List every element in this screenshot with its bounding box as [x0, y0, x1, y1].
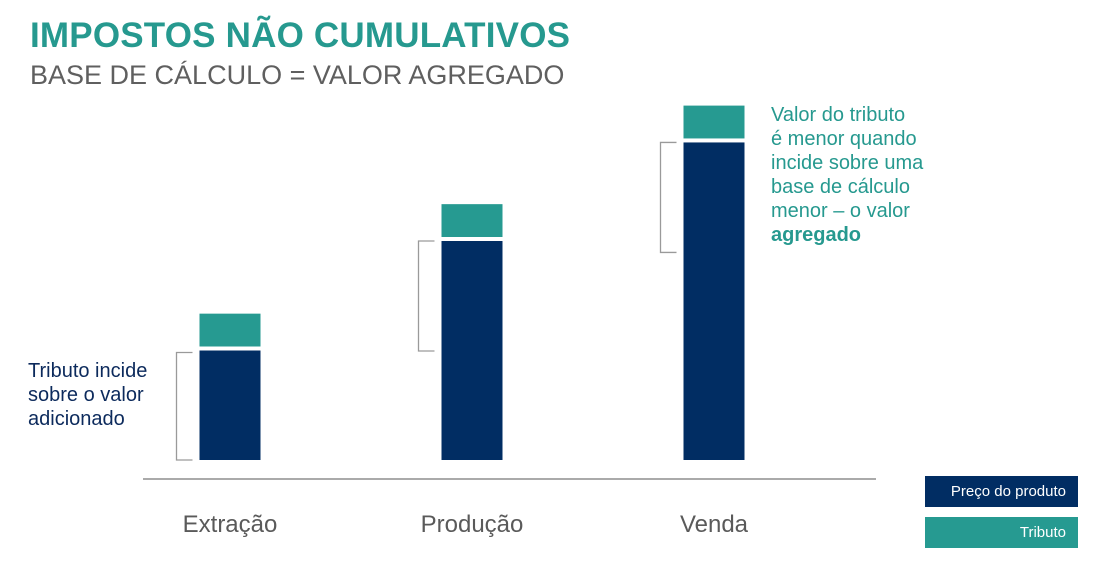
- annotation-added-value: Tributo incide sobre o valor adicionado: [28, 359, 178, 431]
- legend-label-tax: Tributo: [1019, 524, 1066, 541]
- annotation-right-line-5: menor – o valor: [771, 200, 910, 222]
- annotation-tax-value: Valor do tributo é menor quando incide s…: [771, 103, 971, 247]
- bar-price-1: [199, 350, 261, 460]
- x-tick-label-1: Extração: [183, 511, 278, 538]
- legend-label-price: Preço do produto: [950, 483, 1066, 500]
- annotation-right-bold: agregado: [771, 224, 862, 246]
- bracket-3: [659, 141, 677, 254]
- page-title: IMPOSTOS NÃO CUMULATIVOS: [30, 16, 571, 55]
- annotation-left-line-3: adicionado: [28, 408, 125, 430]
- bar-tax-2: [441, 204, 503, 237]
- annotation-right-line-4: base de cálculo: [771, 176, 910, 198]
- annotation-right-line-1: Valor do tributo: [771, 104, 906, 126]
- page-subtitle: BASE DE CÁLCULO = VALOR AGREGADO: [30, 60, 565, 90]
- bar-price-2: [441, 241, 503, 460]
- annotation-right-line-2: é menor quando: [771, 128, 917, 150]
- bar-tax-3: [683, 105, 745, 139]
- bracket-2: [417, 240, 435, 352]
- bracket-1: [175, 351, 193, 461]
- annotation-left-line-2: sobre o valor: [28, 384, 144, 406]
- legend-item-tax: Tributo: [925, 517, 1078, 548]
- x-tick-label-2: Produção: [421, 511, 524, 538]
- legend-item-price: Preço do produto: [925, 476, 1078, 507]
- x-tick-label-3: Venda: [680, 511, 749, 538]
- annotation-left-line-1: Tributo incide: [28, 360, 148, 382]
- bar-tax-1: [199, 313, 261, 347]
- annotation-right-line-3: incide sobre uma: [771, 152, 924, 174]
- bar-price-3: [683, 142, 745, 460]
